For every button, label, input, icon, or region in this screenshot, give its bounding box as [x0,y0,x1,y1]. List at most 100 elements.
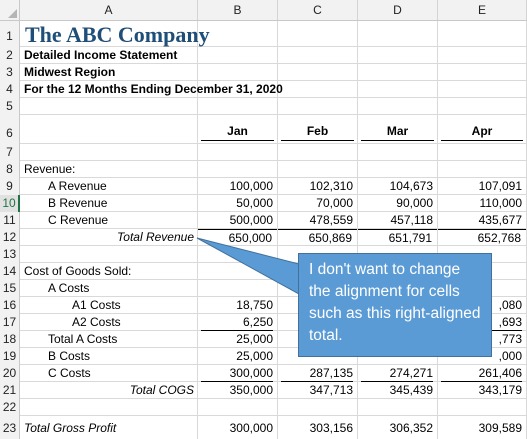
value-cell[interactable]: 6,250 [201,314,273,331]
value-cell[interactable]: 347,713 [309,383,353,397]
value-cell[interactable]: 104,673 [389,179,433,193]
value-cell[interactable]: 651,791 [358,229,437,246]
sheet-row: 7 [0,144,527,161]
sheet-row: 1 The ABC Company [0,21,527,47]
callout-note: I don't want to change the alignment for… [298,253,492,357]
column-header-a[interactable]: A [20,0,198,20]
row-label[interactable]: A2 Costs [72,315,121,329]
value-cell[interactable]: 350,000 [229,383,273,397]
sheet-row: 8 Revenue: [0,161,527,178]
sheet-row: 3 Midwest Region [0,64,527,81]
statement-subtitle[interactable]: Detailed Income Statement [24,48,178,62]
value-cell[interactable]: 50,000 [236,196,273,210]
row-header[interactable]: 13 [0,246,20,263]
value-cell[interactable]: 100,000 [229,179,273,193]
value-cell[interactable]: ,000 [498,349,522,363]
value-cell[interactable]: ,773 [498,332,522,346]
value-cell[interactable]: 650,000 [198,229,277,246]
sheet-row: 12 Total Revenue 650,000 650,869 651,791… [0,229,527,246]
value-cell[interactable]: 435,677 [478,213,522,227]
month-header-apr[interactable]: Apr [441,123,523,141]
gridline [357,21,358,439]
value-cell[interactable]: 306,352 [389,421,433,435]
value-cell[interactable]: 18,750 [236,298,273,312]
row-label[interactable]: A1 Costs [72,298,121,312]
gridline [437,21,438,439]
row-header[interactable]: 7 [0,144,20,161]
period-subtitle[interactable]: For the 12 Months Ending December 31, 20… [24,82,283,96]
row-header[interactable]: 15 [0,280,20,297]
value-cell[interactable]: 110,000 [479,196,523,210]
row-header[interactable]: 6 [0,115,20,144]
row-label[interactable]: C Revenue [48,213,109,227]
column-header-c[interactable]: C [278,0,358,20]
value-cell[interactable]: 478,559 [309,213,353,227]
value-cell[interactable]: 457,118 [390,213,434,227]
row-header[interactable]: 3 [0,64,20,81]
row-header[interactable]: 21 [0,382,20,399]
value-cell[interactable]: 303,156 [309,421,353,435]
row-header[interactable]: 9 [0,178,20,195]
cogs-section-label[interactable]: Cost of Goods Sold: [24,264,132,278]
column-header-b[interactable]: B [198,0,278,20]
row-header-selected[interactable]: 10 [0,195,20,212]
value-cell[interactable]: 261,406 [441,365,522,382]
value-cell[interactable]: 287,135 [281,365,353,382]
row-header[interactable]: 18 [0,331,20,348]
row-label[interactable]: C Costs [48,366,91,380]
row-header[interactable]: 16 [0,297,20,314]
row-header[interactable]: 5 [0,98,20,115]
row-label[interactable]: B Revenue [48,196,108,210]
month-header-jan[interactable]: Jan [201,123,274,141]
month-header-feb[interactable]: Feb [281,123,354,141]
value-cell[interactable]: 300,000 [201,365,273,382]
row-header[interactable]: 14 [0,263,20,280]
value-cell[interactable]: 102,310 [309,179,353,193]
month-header-mar[interactable]: Mar [361,123,434,141]
value-cell[interactable]: 25,000 [236,349,273,363]
gridline [197,21,198,439]
row-header[interactable]: 12 [0,229,20,246]
value-cell[interactable]: 107,091 [478,179,522,193]
gross-profit-label[interactable]: Total Gross Profit [24,421,117,435]
sheet-row: 21 Total COGS 350,000 347,713 345,439 34… [0,382,527,399]
row-label[interactable]: Total A Costs [48,332,118,346]
total-cogs-label[interactable]: Total COGS [129,383,194,397]
value-cell[interactable]: 25,000 [236,332,273,346]
value-cell[interactable]: ,080 [498,298,522,312]
row-header[interactable]: 22 [0,399,20,416]
region-subtitle[interactable]: Midwest Region [24,65,116,79]
row-header[interactable]: 4 [0,81,20,98]
value-cell[interactable]: 300,000 [229,421,273,435]
row-header[interactable]: 20 [0,365,20,382]
value-cell[interactable]: 652,768 [438,229,526,246]
company-title[interactable]: The ABC Company [25,22,210,47]
row-header[interactable]: 1 [0,21,20,47]
row-label[interactable]: A Revenue [48,179,107,193]
value-cell[interactable]: 650,869 [278,229,357,246]
select-all-triangle-icon [8,9,17,18]
value-cell[interactable]: 345,439 [389,383,433,397]
value-cell[interactable]: 343,179 [478,383,522,397]
row-header[interactable]: 11 [0,212,20,229]
row-header[interactable]: 19 [0,348,20,365]
sheet-row: 11 C Revenue 500,000 478,559 457,118 435… [0,212,527,229]
value-cell[interactable]: 90,000 [396,196,433,210]
select-all-corner[interactable] [0,0,20,20]
sheet-row: 9 A Revenue 100,000 102,310 104,673 107,… [0,178,527,195]
sheet-row: 19 B Costs 25,000 ,000 [0,348,527,365]
revenue-section-label[interactable]: Revenue: [24,162,76,176]
row-header[interactable]: 17 [0,314,20,331]
value-cell[interactable]: 309,589 [478,421,522,435]
value-cell[interactable]: 500,000 [229,213,273,227]
row-header[interactable]: 23 [0,416,20,439]
row-label[interactable]: B Costs [48,349,91,363]
value-cell[interactable]: 70,000 [316,196,353,210]
column-header-e[interactable]: E [438,0,527,20]
value-cell[interactable]: 274,271 [361,365,433,382]
row-header[interactable]: 2 [0,47,20,64]
column-header-d[interactable]: D [358,0,438,20]
total-revenue-label[interactable]: Total Revenue [117,230,194,244]
row-header[interactable]: 8 [0,161,20,178]
row-label[interactable]: A Costs [48,281,90,295]
